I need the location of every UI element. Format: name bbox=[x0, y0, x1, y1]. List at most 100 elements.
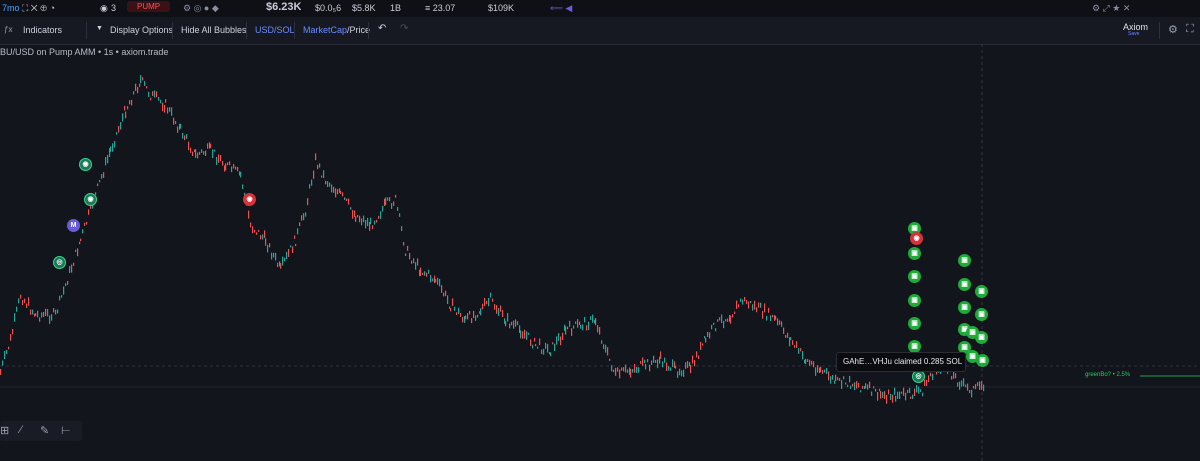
claim-bubble[interactable]: ▣ bbox=[908, 222, 921, 235]
candle bbox=[374, 220, 376, 225]
indicators-icon: ƒx bbox=[4, 25, 13, 34]
candle bbox=[834, 380, 836, 384]
claim-bubble[interactable]: ▣ bbox=[908, 340, 921, 353]
candle bbox=[564, 324, 566, 331]
brush-tool-icon[interactable]: ✎ bbox=[40, 425, 50, 437]
candle bbox=[704, 336, 706, 339]
candle bbox=[804, 359, 806, 364]
candle bbox=[907, 389, 909, 394]
candle bbox=[772, 314, 774, 318]
candle bbox=[505, 321, 507, 327]
candle bbox=[897, 391, 899, 399]
dev-buy-bubble[interactable]: ◉ bbox=[79, 158, 92, 171]
candle bbox=[307, 198, 309, 206]
measure-tool-icon[interactable]: ⊢ bbox=[61, 425, 71, 437]
candle bbox=[210, 143, 212, 148]
candle bbox=[752, 304, 754, 311]
candle bbox=[965, 384, 967, 388]
candle bbox=[805, 358, 807, 365]
candle bbox=[605, 344, 607, 353]
claim-bubble[interactable]: ▣ bbox=[958, 254, 971, 267]
candle bbox=[636, 367, 638, 373]
candle bbox=[370, 217, 372, 225]
candle bbox=[120, 122, 122, 130]
claim-bubble[interactable]: ▣ bbox=[958, 301, 971, 314]
display-options-button[interactable]: Display Options bbox=[110, 25, 174, 35]
candle bbox=[365, 220, 367, 229]
candle bbox=[486, 300, 488, 305]
candle bbox=[619, 369, 621, 379]
sell-bubble[interactable]: ◉ bbox=[910, 232, 923, 245]
candle bbox=[424, 271, 426, 276]
candle bbox=[719, 317, 721, 321]
candle bbox=[139, 83, 141, 87]
mode-price: Price bbox=[349, 25, 371, 35]
hide-bubbles-button[interactable]: Hide All Bubbles bbox=[181, 25, 247, 35]
layout-save[interactable]: Save bbox=[1128, 31, 1140, 37]
candle bbox=[417, 258, 419, 266]
header-right-icons[interactable]: ⚙ ⤢ ★ ✕ bbox=[1092, 3, 1131, 13]
claim-bubble[interactable]: ▣ bbox=[908, 247, 921, 260]
claim-bubble[interactable]: ▣ bbox=[975, 331, 988, 344]
candle bbox=[528, 332, 530, 335]
claim-bubble[interactable]: ▣ bbox=[958, 278, 971, 291]
candle bbox=[160, 99, 162, 104]
fullscreen-icon[interactable]: ⛶ bbox=[1186, 23, 1194, 35]
candle bbox=[835, 374, 837, 382]
candle bbox=[397, 207, 399, 211]
candle bbox=[580, 324, 582, 329]
candle bbox=[303, 213, 305, 221]
candle bbox=[594, 319, 596, 324]
pump-button[interactable]: PUMP bbox=[127, 1, 171, 12]
mode-toggle[interactable]: MarketCap/Price bbox=[303, 25, 370, 35]
currency-toggle[interactable]: USD/SOL bbox=[255, 25, 295, 35]
crosshair-tool-icon[interactable]: ⊞ bbox=[0, 425, 10, 437]
candle bbox=[951, 376, 953, 380]
arrow-icons[interactable]: ⟸ ◀ bbox=[550, 3, 573, 13]
candle bbox=[462, 316, 464, 323]
trendline-tool-icon[interactable]: ⁄ bbox=[20, 424, 22, 436]
candle bbox=[99, 179, 101, 183]
candle bbox=[677, 371, 679, 378]
candle bbox=[348, 198, 350, 205]
layout-name[interactable]: Axiom bbox=[1123, 22, 1149, 32]
candle bbox=[787, 332, 789, 338]
candle bbox=[820, 366, 822, 373]
sell-bubble[interactable]: ◉ bbox=[243, 193, 256, 206]
candle bbox=[734, 311, 736, 315]
candle bbox=[409, 252, 411, 260]
candle bbox=[262, 234, 264, 240]
dev-buy-bubble[interactable]: ◉ bbox=[84, 193, 97, 206]
candle bbox=[579, 321, 581, 326]
claim-bubble[interactable]: ▣ bbox=[908, 270, 921, 283]
trade-bubble[interactable]: ◎ bbox=[53, 256, 66, 269]
claim-bubble[interactable]: ▣ bbox=[908, 317, 921, 330]
candle bbox=[630, 368, 632, 378]
claim-bubble[interactable]: ▣ bbox=[908, 294, 921, 307]
claim-bubble[interactable]: ▣ bbox=[975, 285, 988, 298]
candle bbox=[621, 367, 623, 371]
claim-bubble[interactable]: ▣ bbox=[976, 354, 989, 367]
social-icons: ⛶ ✕ ⊕ ◔ bbox=[22, 3, 56, 13]
candle bbox=[321, 175, 323, 178]
candle bbox=[910, 396, 912, 399]
candle bbox=[195, 149, 197, 158]
claim-bubble[interactable]: ▣ bbox=[975, 308, 988, 321]
candle bbox=[290, 245, 292, 248]
migration-bubble[interactable]: M bbox=[67, 219, 80, 232]
candle bbox=[811, 360, 813, 365]
indicators-button[interactable]: Indicators bbox=[23, 25, 63, 35]
tool-icons[interactable]: ⚙ ◎ ● ◆ bbox=[183, 3, 219, 13]
undo-icon[interactable]: ↶ bbox=[378, 23, 387, 34]
candle bbox=[687, 361, 689, 368]
redo-icon[interactable]: ↷ bbox=[400, 23, 409, 34]
candle bbox=[350, 207, 352, 210]
candle bbox=[571, 328, 573, 336]
candle bbox=[736, 300, 738, 309]
candle bbox=[419, 269, 421, 277]
price-chart[interactable] bbox=[0, 44, 1200, 461]
settings-icon[interactable]: ⚙ bbox=[1168, 24, 1178, 36]
candle bbox=[82, 229, 84, 234]
claim-bubble[interactable]: ▣ bbox=[966, 350, 979, 363]
trade-bubble[interactable]: ◎ bbox=[912, 370, 925, 383]
